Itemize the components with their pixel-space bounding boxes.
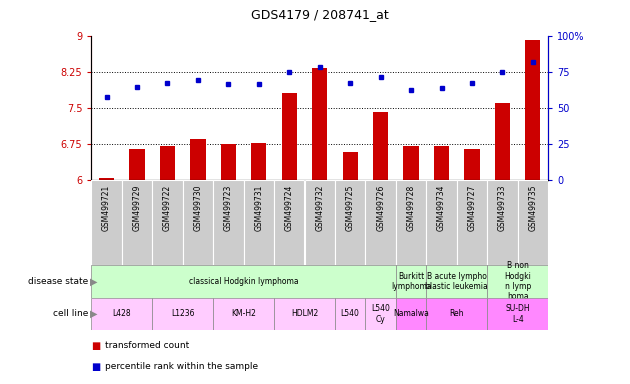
Text: Namalwa: Namalwa xyxy=(393,310,429,318)
Bar xyxy=(213,298,274,330)
Bar xyxy=(274,298,335,330)
Bar xyxy=(343,152,358,180)
Text: GSM499731: GSM499731 xyxy=(255,185,263,231)
Bar xyxy=(464,149,479,180)
Text: HDLM2: HDLM2 xyxy=(291,310,318,318)
Text: L540: L540 xyxy=(341,310,360,318)
Text: GDS4179 / 208741_at: GDS4179 / 208741_at xyxy=(251,8,389,21)
Bar xyxy=(129,149,145,180)
Text: L540
Cy: L540 Cy xyxy=(371,304,390,324)
Bar xyxy=(160,146,175,180)
Bar xyxy=(434,146,449,180)
Text: classical Hodgkin lymphoma: classical Hodgkin lymphoma xyxy=(189,277,299,286)
Bar xyxy=(427,298,487,330)
Text: GSM499721: GSM499721 xyxy=(102,185,111,231)
Bar xyxy=(220,144,236,180)
Text: ▶: ▶ xyxy=(90,276,98,286)
Bar xyxy=(403,146,419,180)
Text: GSM499727: GSM499727 xyxy=(467,185,476,231)
Text: GSM499730: GSM499730 xyxy=(193,185,202,231)
Bar xyxy=(304,180,335,265)
Text: KM-H2: KM-H2 xyxy=(231,310,256,318)
Bar xyxy=(91,298,152,330)
Text: L1236: L1236 xyxy=(171,310,195,318)
Text: GSM499728: GSM499728 xyxy=(406,185,416,231)
Bar xyxy=(312,68,328,180)
Bar xyxy=(244,180,274,265)
Bar xyxy=(91,180,122,265)
Bar xyxy=(152,298,213,330)
Text: Reh: Reh xyxy=(449,310,464,318)
Text: GSM499734: GSM499734 xyxy=(437,185,446,231)
Text: GSM499726: GSM499726 xyxy=(376,185,385,231)
Text: GSM499732: GSM499732 xyxy=(315,185,324,231)
Text: ▶: ▶ xyxy=(90,309,98,319)
Bar xyxy=(122,180,152,265)
Bar xyxy=(152,180,183,265)
Bar xyxy=(99,178,114,180)
Text: SU-DH
L-4: SU-DH L-4 xyxy=(505,304,530,324)
Bar xyxy=(396,265,427,298)
Bar xyxy=(190,139,205,180)
Text: GSM499722: GSM499722 xyxy=(163,185,172,231)
Text: GSM499725: GSM499725 xyxy=(346,185,355,231)
Bar xyxy=(365,298,396,330)
Text: Burkitt
lymphoma: Burkitt lymphoma xyxy=(391,271,432,291)
Text: ■: ■ xyxy=(91,362,101,372)
Bar xyxy=(251,143,266,180)
Text: disease state: disease state xyxy=(28,277,88,286)
Bar xyxy=(487,298,548,330)
Text: GSM499729: GSM499729 xyxy=(132,185,142,231)
Text: GSM499735: GSM499735 xyxy=(529,185,537,231)
Text: ■: ■ xyxy=(91,341,101,351)
Bar xyxy=(427,180,457,265)
Text: B non
Hodgki
n lymp
homa: B non Hodgki n lymp homa xyxy=(504,261,531,301)
Bar xyxy=(274,180,304,265)
Bar xyxy=(335,298,365,330)
Bar xyxy=(518,180,548,265)
Text: transformed count: transformed count xyxy=(105,341,190,350)
Bar xyxy=(495,103,510,180)
Bar xyxy=(487,180,518,265)
Bar xyxy=(282,93,297,180)
Bar xyxy=(427,265,487,298)
Bar xyxy=(396,180,427,265)
Bar xyxy=(365,180,396,265)
Bar xyxy=(373,113,388,180)
Text: L428: L428 xyxy=(113,310,131,318)
Bar xyxy=(525,40,541,180)
Text: GSM499723: GSM499723 xyxy=(224,185,233,231)
Bar xyxy=(487,265,548,298)
Bar xyxy=(213,180,244,265)
Bar xyxy=(91,265,396,298)
Text: B acute lympho
blastic leukemia: B acute lympho blastic leukemia xyxy=(425,271,488,291)
Text: GSM499733: GSM499733 xyxy=(498,185,507,231)
Bar xyxy=(183,180,213,265)
Text: GSM499724: GSM499724 xyxy=(285,185,294,231)
Bar xyxy=(335,180,365,265)
Bar xyxy=(457,180,487,265)
Text: cell line: cell line xyxy=(53,310,88,318)
Bar xyxy=(396,298,427,330)
Text: percentile rank within the sample: percentile rank within the sample xyxy=(105,362,258,371)
